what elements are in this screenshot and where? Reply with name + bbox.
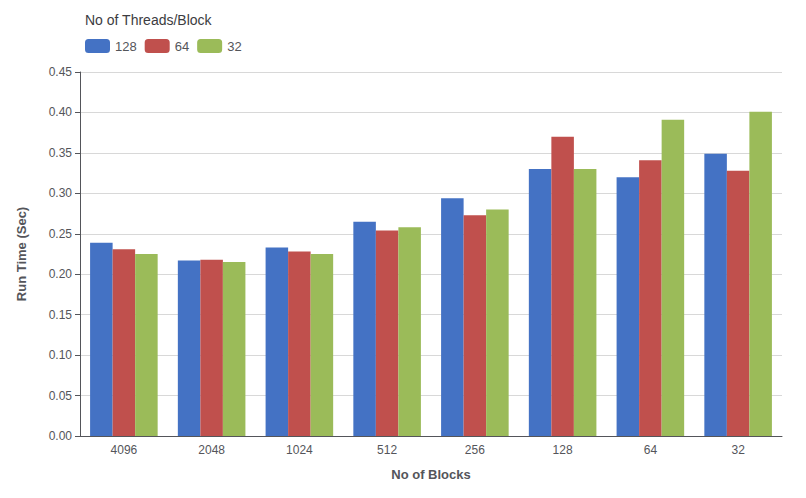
svg-text:0.00: 0.00 [49, 429, 73, 443]
svg-text:64: 64 [175, 39, 189, 54]
svg-text:No of Threads/Block: No of Threads/Block [85, 12, 213, 28]
svg-text:128: 128 [553, 443, 573, 457]
svg-text:0.20: 0.20 [49, 267, 73, 281]
svg-text:1024: 1024 [286, 443, 313, 457]
svg-text:0.35: 0.35 [49, 146, 73, 160]
svg-text:128: 128 [115, 39, 137, 54]
svg-text:0.25: 0.25 [49, 227, 73, 241]
svg-text:32: 32 [731, 443, 745, 457]
svg-text:4096: 4096 [111, 443, 138, 457]
svg-text:256: 256 [465, 443, 485, 457]
svg-text:0.10: 0.10 [49, 348, 73, 362]
svg-text:No of Blocks: No of Blocks [391, 467, 470, 482]
svg-text:512: 512 [377, 443, 397, 457]
svg-text:0.15: 0.15 [49, 308, 73, 322]
svg-text:0.30: 0.30 [49, 186, 73, 200]
svg-text:Run Time (Sec): Run Time (Sec) [14, 207, 29, 301]
svg-text:2048: 2048 [198, 443, 225, 457]
svg-text:32: 32 [227, 39, 241, 54]
svg-text:0.40: 0.40 [49, 105, 73, 119]
svg-text:64: 64 [644, 443, 658, 457]
svg-text:0.05: 0.05 [49, 389, 73, 403]
svg-text:0.45: 0.45 [49, 65, 73, 79]
